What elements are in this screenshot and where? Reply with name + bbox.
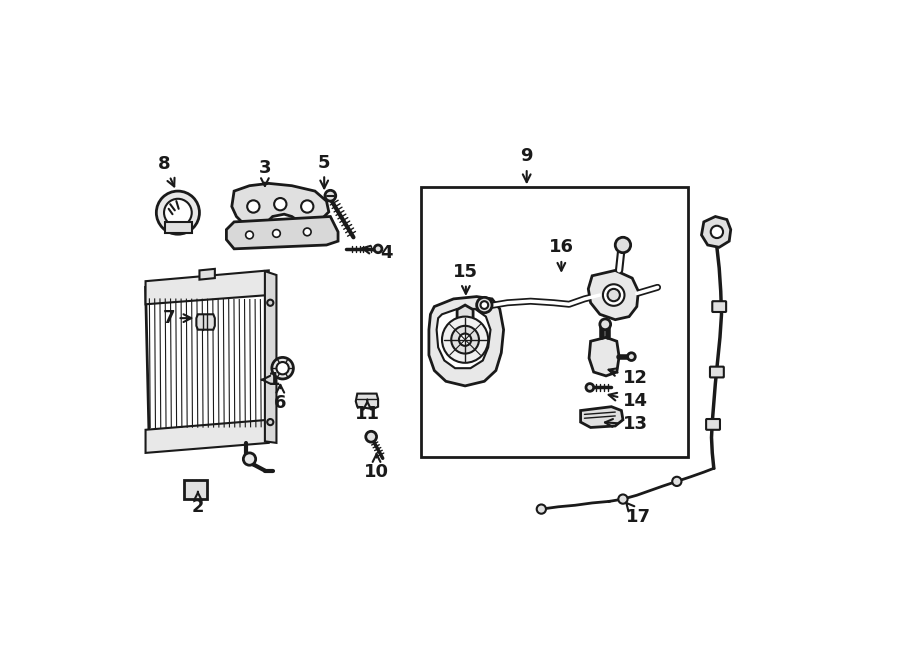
Text: 9: 9 xyxy=(520,148,533,182)
Polygon shape xyxy=(196,314,215,330)
Text: 7: 7 xyxy=(162,309,192,327)
Circle shape xyxy=(157,191,200,234)
Polygon shape xyxy=(232,183,328,227)
Circle shape xyxy=(274,198,286,211)
Polygon shape xyxy=(356,394,378,409)
Bar xyxy=(184,480,207,499)
Circle shape xyxy=(272,357,293,379)
Circle shape xyxy=(618,495,627,504)
Circle shape xyxy=(536,504,546,514)
Circle shape xyxy=(603,284,625,306)
Text: 16: 16 xyxy=(549,238,574,271)
Text: 4: 4 xyxy=(363,244,393,261)
Polygon shape xyxy=(265,271,276,443)
FancyBboxPatch shape xyxy=(706,419,720,430)
Polygon shape xyxy=(590,338,619,376)
Circle shape xyxy=(303,228,311,236)
Circle shape xyxy=(243,453,256,465)
Bar xyxy=(461,324,470,341)
Circle shape xyxy=(273,230,280,237)
Text: 8: 8 xyxy=(158,155,175,187)
Polygon shape xyxy=(146,420,269,453)
Text: 10: 10 xyxy=(364,454,389,481)
Circle shape xyxy=(477,297,492,312)
Circle shape xyxy=(302,201,313,213)
Text: 11: 11 xyxy=(355,400,380,424)
Text: 17: 17 xyxy=(626,502,651,526)
Polygon shape xyxy=(146,276,273,451)
Circle shape xyxy=(481,301,488,309)
Circle shape xyxy=(267,300,274,306)
Text: 14: 14 xyxy=(608,393,648,410)
Text: 1: 1 xyxy=(262,371,280,389)
Text: 15: 15 xyxy=(454,263,479,294)
Polygon shape xyxy=(429,297,504,386)
Polygon shape xyxy=(200,269,215,279)
Circle shape xyxy=(374,245,382,253)
Polygon shape xyxy=(146,270,269,305)
Polygon shape xyxy=(227,216,338,249)
Circle shape xyxy=(276,362,289,374)
Circle shape xyxy=(711,226,723,238)
Circle shape xyxy=(599,319,610,330)
Circle shape xyxy=(267,419,274,425)
Circle shape xyxy=(672,477,681,486)
Circle shape xyxy=(616,237,631,253)
Circle shape xyxy=(608,289,620,301)
Text: 5: 5 xyxy=(318,154,330,188)
Circle shape xyxy=(451,326,479,354)
Bar xyxy=(421,187,688,457)
Text: 13: 13 xyxy=(605,415,648,434)
Text: 3: 3 xyxy=(258,159,271,186)
Circle shape xyxy=(365,432,376,442)
Circle shape xyxy=(325,190,336,201)
Text: 12: 12 xyxy=(608,368,648,387)
Polygon shape xyxy=(457,305,473,324)
Circle shape xyxy=(586,383,594,391)
Polygon shape xyxy=(165,222,192,234)
Circle shape xyxy=(627,353,635,361)
Circle shape xyxy=(461,341,469,349)
Circle shape xyxy=(164,199,192,226)
Circle shape xyxy=(248,201,259,213)
Circle shape xyxy=(442,316,488,363)
Polygon shape xyxy=(436,309,491,368)
FancyBboxPatch shape xyxy=(710,367,724,377)
Text: 6: 6 xyxy=(274,385,286,412)
FancyBboxPatch shape xyxy=(712,301,726,312)
Polygon shape xyxy=(580,406,623,428)
Polygon shape xyxy=(701,216,731,248)
Circle shape xyxy=(459,334,472,346)
Polygon shape xyxy=(589,270,638,320)
Text: 2: 2 xyxy=(192,492,204,516)
Circle shape xyxy=(246,231,254,239)
